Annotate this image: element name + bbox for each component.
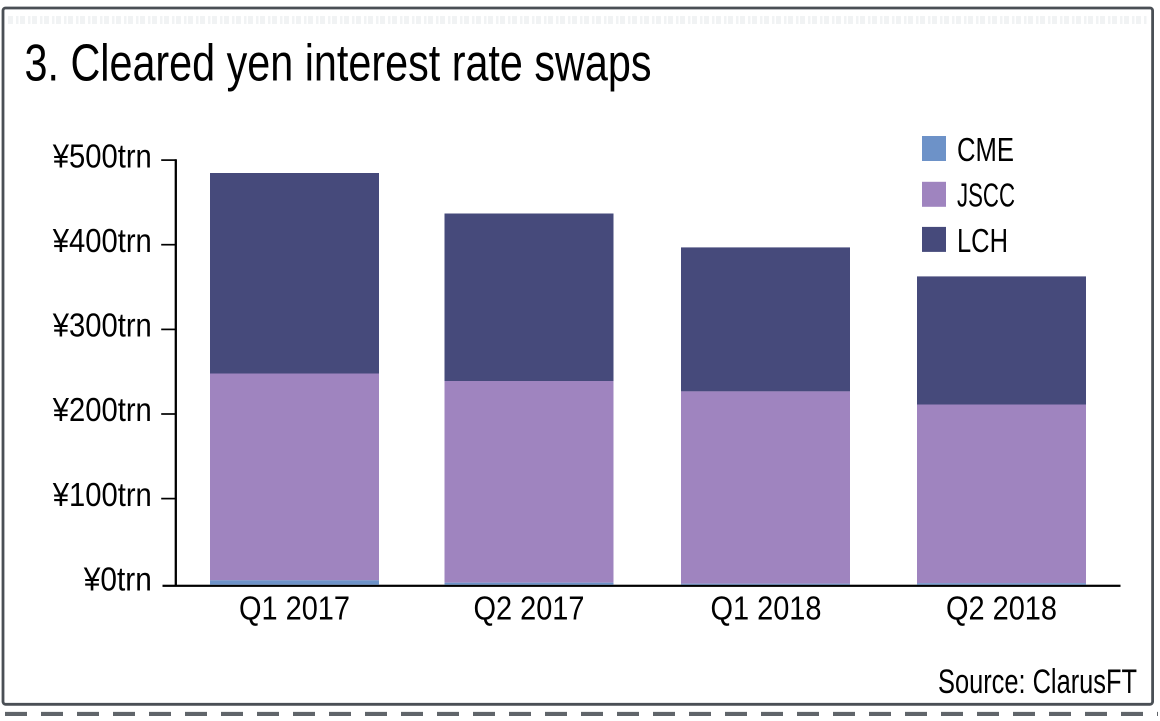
svg-text:Q2 2017: Q2 2017 (474, 591, 585, 628)
svg-text:Q1 2018: Q1 2018 (711, 591, 822, 628)
svg-text:Source: ClarusFT: Source: ClarusFT (938, 663, 1137, 701)
svg-text:3. Cleared yen interest rate s: 3. Cleared yen interest rate swaps (25, 34, 652, 92)
svg-text:¥300trn: ¥300trn (52, 308, 152, 345)
svg-text:¥400trn: ¥400trn (52, 223, 152, 260)
svg-text:JSCC: JSCC (957, 178, 1015, 215)
svg-text:¥200trn: ¥200trn (52, 392, 152, 429)
svg-text:Q1 2017: Q1 2017 (239, 591, 350, 628)
svg-text:¥500trn: ¥500trn (52, 138, 152, 175)
svg-text:CME: CME (957, 132, 1014, 169)
svg-text:Q2 2018: Q2 2018 (946, 591, 1057, 628)
svg-text:¥100trn: ¥100trn (52, 477, 152, 514)
svg-text:¥0trn: ¥0trn (83, 562, 152, 599)
svg-text:LCH: LCH (957, 223, 1008, 260)
